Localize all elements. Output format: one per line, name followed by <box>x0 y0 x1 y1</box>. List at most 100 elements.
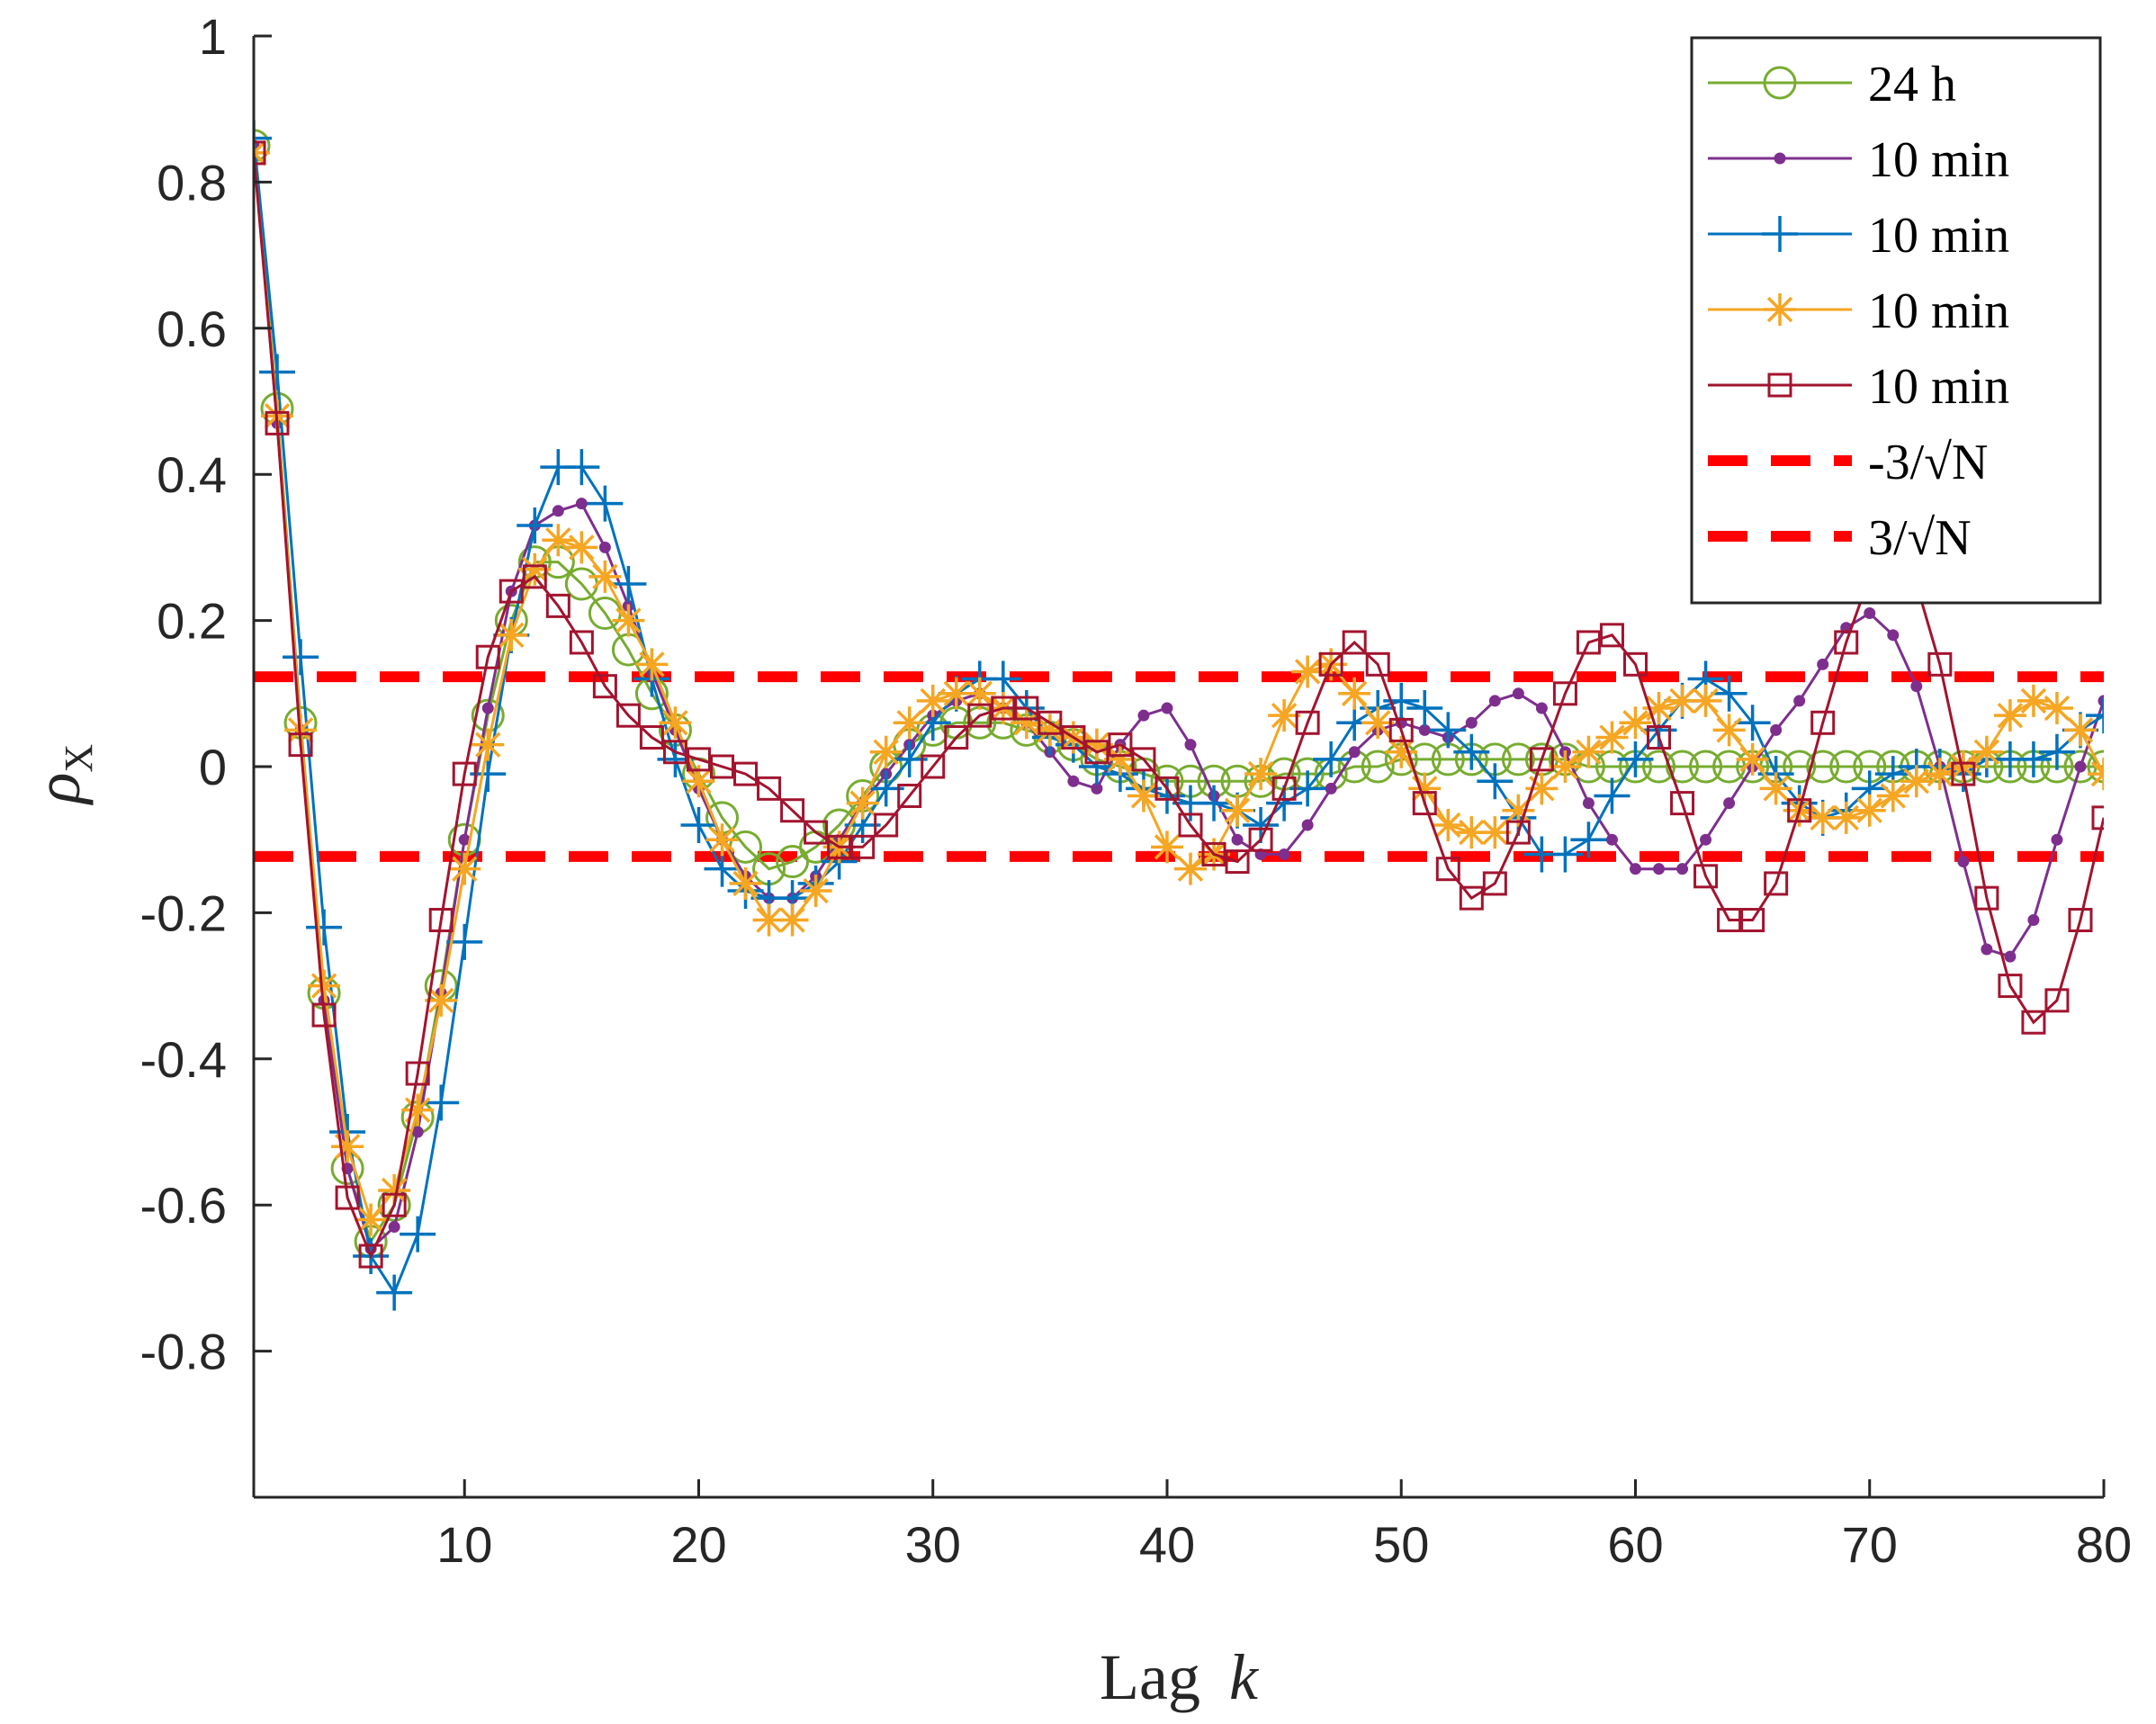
plus-marker <box>376 1274 413 1311</box>
square-marker <box>1038 710 1063 735</box>
legend-label: 10 min <box>1868 208 2009 264</box>
star-marker <box>776 903 809 937</box>
dot-marker <box>1161 702 1173 714</box>
star-marker <box>1993 699 2026 732</box>
star-marker <box>1432 808 1465 841</box>
star-marker <box>682 765 715 798</box>
plus-marker <box>1734 705 1771 741</box>
square-marker <box>1459 885 1484 911</box>
square-marker <box>1342 630 1367 655</box>
star-marker <box>1900 765 1933 798</box>
square-marker <box>311 1002 337 1028</box>
square-marker <box>1435 857 1460 882</box>
star-marker <box>1946 750 1980 783</box>
square-marker <box>1412 791 1437 816</box>
plus-marker <box>254 120 272 157</box>
legend-item: 10 min <box>1708 359 2009 415</box>
square-marker <box>1974 885 1999 911</box>
square-marker <box>265 410 290 435</box>
plus-marker <box>1711 675 1747 712</box>
star-marker <box>1736 742 1769 776</box>
star-marker <box>846 786 879 820</box>
square-marker <box>686 747 711 772</box>
legend: 24 h 10 min 10 min 10 min 10 min -3/√N 3/√N <box>1690 36 2102 605</box>
y-tick-label: 1 <box>199 8 227 65</box>
circle-marker <box>1689 750 1723 784</box>
dot-marker <box>1488 695 1501 707</box>
square-marker <box>710 754 735 779</box>
y-tick-label: -0.6 <box>140 1177 228 1234</box>
square-marker <box>1599 623 1624 648</box>
star-marker <box>1666 684 1699 717</box>
dot-marker <box>1887 629 1900 642</box>
square-marker <box>1998 974 2023 999</box>
plus-marker <box>1430 712 1467 749</box>
dot-marker <box>2051 833 2063 846</box>
square-marker <box>1178 813 1203 838</box>
square-marker <box>850 834 876 859</box>
plus-marker <box>1547 836 1584 873</box>
reference-lines <box>254 671 2104 862</box>
star-marker <box>495 618 528 651</box>
y-tick-label: -0.4 <box>140 1031 228 1088</box>
dot-marker <box>1910 680 1923 693</box>
star-marker <box>308 969 341 1002</box>
y-axis-label: ρX <box>22 744 101 805</box>
circle-marker <box>776 845 810 879</box>
circle-marker <box>254 129 271 163</box>
square-marker <box>991 696 1016 721</box>
dot-marker <box>1301 819 1314 831</box>
square-marker <box>1318 651 1343 677</box>
x-tick-label: 40 <box>1139 1516 1195 1573</box>
star-marker <box>1595 721 1629 754</box>
star-marker <box>1103 742 1136 776</box>
square-marker <box>499 579 524 604</box>
star-marker <box>1764 293 1796 326</box>
star-marker <box>1876 779 1909 813</box>
square-marker <box>1388 717 1414 742</box>
star-marker <box>2063 714 2097 747</box>
dot-marker <box>1418 723 1431 736</box>
star-marker <box>1244 758 1278 791</box>
star-marker <box>1549 750 1582 783</box>
square-marker <box>804 820 829 845</box>
square-marker <box>1622 651 1648 677</box>
square-marker <box>382 1192 407 1217</box>
star-marker <box>752 903 786 937</box>
star-marker <box>1525 772 1559 805</box>
dot-marker <box>1231 833 1244 846</box>
plus-marker <box>563 449 600 486</box>
dot-marker <box>1770 723 1783 736</box>
square-marker <box>1693 864 1719 889</box>
square-marker <box>1552 681 1577 706</box>
dot-marker <box>2027 914 2040 927</box>
star-marker <box>1385 735 1418 768</box>
square-marker <box>1834 630 1859 655</box>
y-tick-label: -0.8 <box>140 1324 228 1380</box>
y-tick-label: 0.6 <box>157 301 227 357</box>
legend-item: 24 h <box>1708 57 1956 112</box>
dot-marker <box>1605 833 1618 846</box>
dot-marker <box>1774 152 1786 165</box>
dot-marker <box>598 541 611 553</box>
legend-item: -3/√N <box>1708 435 1988 490</box>
star-marker <box>1080 728 1113 761</box>
x-tick-label: 10 <box>436 1516 492 1573</box>
dot-marker <box>388 1221 400 1234</box>
dot-marker <box>1723 797 1736 810</box>
star-marker <box>1127 779 1160 813</box>
legend-label: 24 h <box>1868 57 1956 112</box>
star-marker <box>472 728 505 761</box>
square-marker <box>592 674 617 699</box>
dot-marker <box>1817 658 1829 670</box>
dot-marker <box>552 505 564 517</box>
star-marker <box>2040 692 2073 725</box>
square-marker <box>944 725 969 750</box>
star-marker <box>331 1130 364 1163</box>
plus-marker <box>283 639 319 676</box>
star-marker <box>1689 684 1722 717</box>
plus-marker <box>306 909 343 946</box>
x-tick-label: 30 <box>905 1516 961 1573</box>
circle-marker <box>2087 750 2104 784</box>
star-marker <box>378 1173 411 1207</box>
